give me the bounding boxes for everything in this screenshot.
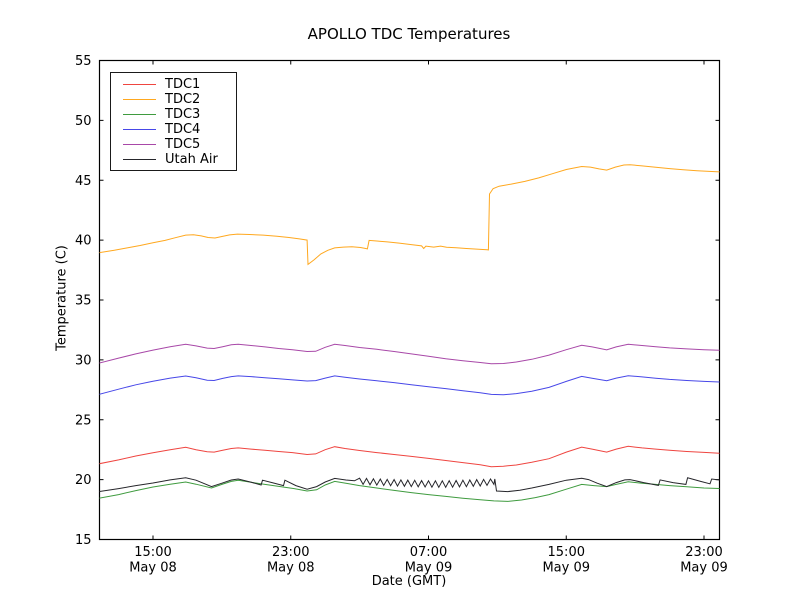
legend-label: TDC4 bbox=[165, 122, 201, 137]
legend-line-swatch bbox=[123, 84, 156, 85]
x-tick-date-label: May 08 bbox=[129, 561, 177, 576]
x-axis-label: Date (GMT) bbox=[371, 574, 447, 589]
series-line-tdc2 bbox=[99, 164, 720, 266]
y-tick-label: 55 bbox=[75, 54, 92, 69]
x-tick-date-label: May 09 bbox=[542, 561, 590, 576]
legend-entry: TDC5 bbox=[111, 137, 236, 152]
series-line-tdc4 bbox=[99, 375, 720, 396]
legend-line-swatch bbox=[123, 159, 156, 160]
x-tick-time-label: 07:00 bbox=[410, 545, 447, 560]
chart-title: APOLLO TDC Temperatures bbox=[307, 25, 511, 43]
y-tick-label: 40 bbox=[75, 234, 92, 249]
x-tick-date-label: May 09 bbox=[405, 561, 453, 576]
series-line-tdc1 bbox=[99, 445, 720, 468]
y-tick-label: 50 bbox=[75, 114, 92, 129]
y-tick-label: 30 bbox=[75, 353, 92, 368]
x-tick-date-label: May 08 bbox=[267, 561, 315, 576]
legend-label: TDC1 bbox=[165, 77, 201, 92]
y-tick-label: 45 bbox=[75, 174, 92, 189]
legend-label: TDC3 bbox=[165, 107, 201, 122]
legend-line-swatch bbox=[123, 114, 156, 115]
x-tick-time-label: 15:00 bbox=[134, 545, 171, 560]
y-tick-label: 25 bbox=[75, 413, 92, 428]
legend-entry: TDC4 bbox=[111, 122, 236, 137]
legend-line-swatch bbox=[123, 129, 156, 130]
legend-label: TDC5 bbox=[165, 137, 201, 152]
series-line-tdc3 bbox=[99, 479, 720, 502]
x-tick-time-label: 23:00 bbox=[685, 545, 722, 560]
series-line-utah-air bbox=[99, 477, 720, 493]
x-tick-date-label: May 09 bbox=[680, 561, 728, 576]
y-tick-label: 15 bbox=[75, 533, 92, 548]
legend-label: TDC2 bbox=[165, 92, 201, 107]
legend-entry: Utah Air bbox=[111, 152, 236, 167]
x-tick-time-label: 15:00 bbox=[548, 545, 585, 560]
legend-label: Utah Air bbox=[165, 152, 218, 167]
legend-entry: TDC3 bbox=[111, 107, 236, 122]
y-tick-label: 35 bbox=[75, 294, 92, 309]
legend-line-swatch bbox=[123, 144, 156, 145]
legend-entry: TDC2 bbox=[111, 92, 236, 107]
legend-entry: TDC1 bbox=[111, 77, 236, 92]
legend-line-swatch bbox=[123, 99, 156, 100]
x-tick-time-label: 23:00 bbox=[272, 545, 309, 560]
y-tick-label: 20 bbox=[75, 473, 92, 488]
legend-box: TDC1 TDC2 TDC3 TDC4 TDC5 Utah Air bbox=[110, 72, 237, 171]
series-line-tdc5 bbox=[99, 343, 720, 365]
